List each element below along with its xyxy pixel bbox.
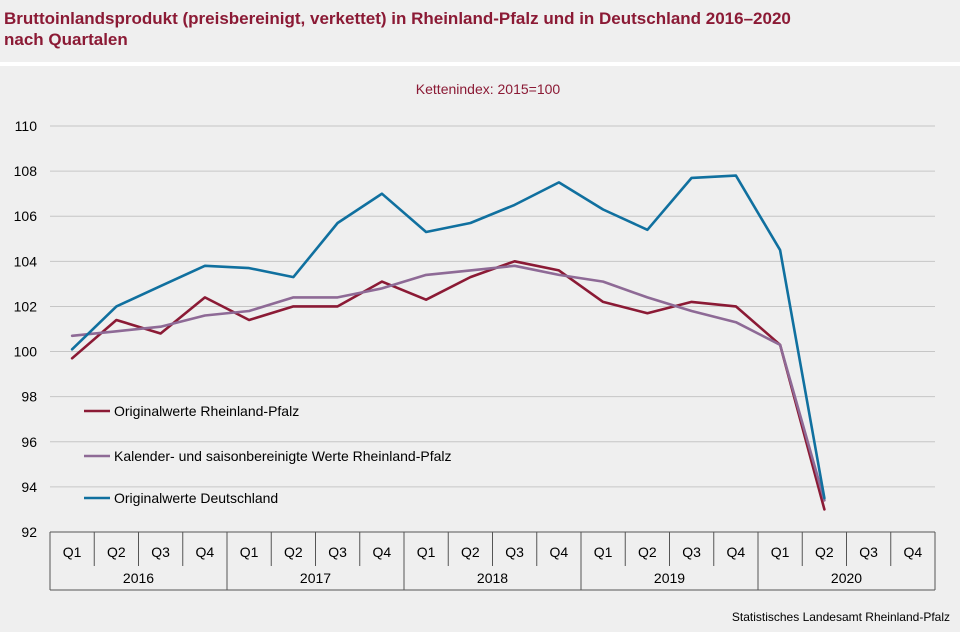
x-tick-label: Q1 bbox=[417, 544, 436, 560]
legend-label-3: Originalwerte Deutschland bbox=[114, 490, 278, 506]
x-tick-label: Q1 bbox=[594, 544, 613, 560]
gridlines bbox=[50, 125, 935, 533]
y-tick-label-102: 102 bbox=[14, 298, 38, 314]
x-tick-label: Q4 bbox=[550, 544, 569, 560]
plot-area bbox=[0, 66, 960, 632]
x-tick-label: Q1 bbox=[771, 544, 790, 560]
y-tick-label-100: 100 bbox=[14, 344, 38, 360]
x-tick-label: Q2 bbox=[815, 544, 834, 560]
chart-subtitle: Kettenindex: 2015=100 bbox=[416, 81, 561, 97]
y-tick-label-104: 104 bbox=[14, 253, 38, 269]
x-tick-label: Q2 bbox=[461, 544, 480, 560]
x-year-label-2016: 2016 bbox=[123, 570, 154, 586]
x-year-label-2019: 2019 bbox=[654, 570, 685, 586]
x-year-label-2018: 2018 bbox=[477, 570, 508, 586]
y-tick-label-98: 98 bbox=[21, 389, 37, 405]
series-line-2 bbox=[70, 264, 826, 502]
y-tick-label-106: 106 bbox=[14, 208, 38, 224]
x-tick-label: Q4 bbox=[196, 544, 215, 560]
chart-title-line-1: Bruttoinlandsprodukt (preisbereinigt, ve… bbox=[4, 9, 791, 28]
series-line-3 bbox=[70, 174, 826, 500]
series-line-1 bbox=[70, 259, 826, 511]
x-year-label-2020: 2020 bbox=[831, 570, 862, 586]
legend: Originalwerte Rheinland-Pfalz Kalender- u… bbox=[84, 403, 452, 506]
x-tick-label: Q3 bbox=[505, 544, 524, 560]
x-tick-label: Q3 bbox=[328, 544, 347, 560]
y-tick-label-94: 94 bbox=[21, 479, 37, 495]
y-tick-label-92: 92 bbox=[21, 524, 37, 540]
chart-title-line-2: nach Quartalen bbox=[4, 30, 128, 49]
y-tick-label-110: 110 bbox=[15, 118, 38, 134]
x-tick-label: Q3 bbox=[859, 544, 878, 560]
x-tick-label: Q4 bbox=[727, 544, 746, 560]
x-tick-label: Q2 bbox=[638, 544, 657, 560]
x-year-label-2017: 2017 bbox=[300, 570, 331, 586]
y-tick-label-108: 108 bbox=[14, 163, 38, 179]
chart-title: Bruttoinlandsprodukt (preisbereinigt, ve… bbox=[4, 8, 944, 50]
y-tick-label-96: 96 bbox=[21, 434, 37, 450]
x-tick-label: Q1 bbox=[63, 544, 82, 560]
series-lines bbox=[70, 174, 826, 511]
x-axis: Q1 Q2 Q3 Q4 Q1 Q2 Q3 Q4 Q1 Q2 Q3 Q4 Q1 Q2 Q3 Q4 Q1 Q2 Q3 Q4… bbox=[49, 531, 936, 591]
legend-label-1: Originalwerte Rheinland-Pfalz bbox=[114, 403, 299, 419]
x-tick-label: Q4 bbox=[373, 544, 392, 560]
y-axis-tick-labels: 92 94 96 98 100 102 104 106 108 110 bbox=[14, 118, 38, 540]
x-tick-label: Q3 bbox=[682, 544, 701, 560]
legend-label-2: Kalender- und saisonbereinigte Werte Rhe… bbox=[114, 448, 452, 464]
x-tick-label: Q2 bbox=[284, 544, 303, 560]
x-tick-label: Q4 bbox=[904, 544, 923, 560]
x-tick-label: Q1 bbox=[240, 544, 259, 560]
x-tick-label: Q3 bbox=[151, 544, 170, 560]
title-bar: Bruttoinlandsprodukt (preisbereinigt, ve… bbox=[0, 0, 960, 66]
source-note: Statistisches Landesamt Rheinland-Pfalz bbox=[731, 610, 950, 624]
x-tick-label: Q2 bbox=[107, 544, 126, 560]
